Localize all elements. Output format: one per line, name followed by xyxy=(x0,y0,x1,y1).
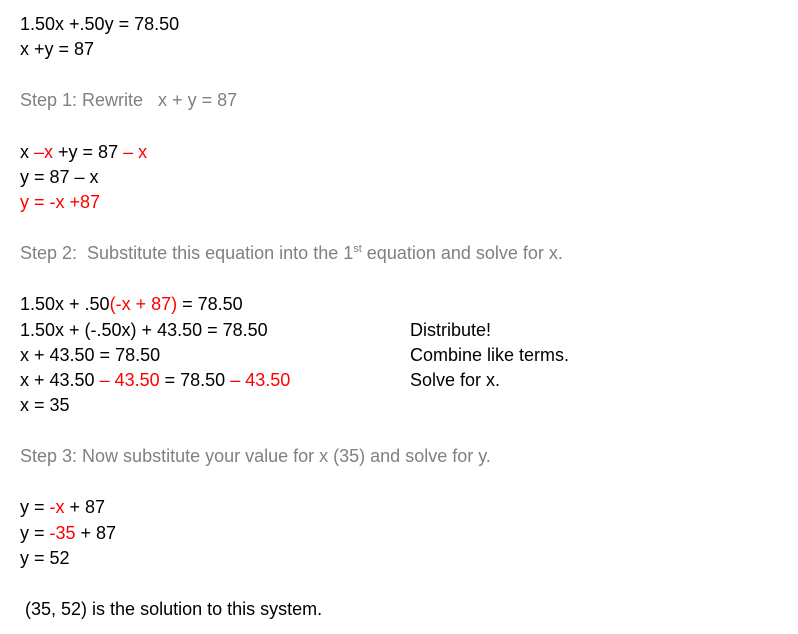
text-segment: + 87 xyxy=(76,523,117,543)
text-segment: + 87 xyxy=(65,497,106,517)
text-segment-red: – 43.50 xyxy=(230,370,290,390)
step-3-line-3: y = 52 xyxy=(20,546,778,571)
spacer xyxy=(20,215,778,241)
spacer xyxy=(20,571,778,597)
superscript: st xyxy=(353,243,362,255)
col-left: 1.50x + (-.50x) + 43.50 = 78.50 xyxy=(20,318,410,343)
spacer xyxy=(20,266,778,292)
equation-1: 1.50x +.50y = 78.50 xyxy=(20,12,778,37)
text-segment: y = xyxy=(20,497,50,517)
col-left: x + 43.50 = 78.50 xyxy=(20,343,410,368)
spacer xyxy=(20,418,778,444)
col-right: Combine like terms. xyxy=(410,343,778,368)
step-2-line-3: x + 43.50 = 78.50 Combine like terms. xyxy=(20,343,778,368)
text-segment-red: – x xyxy=(123,142,147,162)
text-segment-red: – 43.50 xyxy=(100,370,160,390)
step-1-line-3: y = -x +87 xyxy=(20,190,778,215)
text-segment: Step 2: Substitute this equation into th… xyxy=(20,243,353,263)
text-segment: +y = 87 xyxy=(53,142,123,162)
text-segment: y = xyxy=(20,523,50,543)
step-2-line-4: x + 43.50 – 43.50 = 78.50 – 43.50 Solve … xyxy=(20,368,778,393)
step-1-line-2: y = 87 – x xyxy=(20,165,778,190)
step-2-line-5: x = 35 xyxy=(20,393,778,418)
text-segment: 1.50x + .50 xyxy=(20,294,110,314)
text-segment: = 78.50 xyxy=(177,294,243,314)
solution-line: (35, 52) is the solution to this system. xyxy=(20,597,778,622)
step-1-label: Step 1: Rewrite x + y = 87 xyxy=(20,88,778,113)
step-2-line-1: 1.50x + .50(-x + 87) = 78.50 xyxy=(20,292,778,317)
spacer xyxy=(20,114,778,140)
step-1-line-1: x –x +y = 87 – x xyxy=(20,140,778,165)
text-segment-red: –x xyxy=(34,142,53,162)
text-segment: equation and solve for x. xyxy=(362,243,563,263)
spacer xyxy=(20,469,778,495)
col-right: Distribute! xyxy=(410,318,778,343)
spacer xyxy=(20,62,778,88)
text-segment: x xyxy=(20,142,34,162)
text-segment: = 78.50 xyxy=(160,370,231,390)
step-3-label: Step 3: Now substitute your value for x … xyxy=(20,444,778,469)
step-3-line-2: y = -35 + 87 xyxy=(20,521,778,546)
col-left: x + 43.50 – 43.50 = 78.50 – 43.50 xyxy=(20,368,410,393)
step-2-label: Step 2: Substitute this equation into th… xyxy=(20,241,778,266)
step-2-line-2: 1.50x + (-.50x) + 43.50 = 78.50 Distribu… xyxy=(20,318,778,343)
text-segment-red: (-x + 87) xyxy=(110,294,178,314)
text-segment-red: -35 xyxy=(50,523,76,543)
text-segment-red: -x xyxy=(50,497,65,517)
step-3-line-1: y = -x + 87 xyxy=(20,495,778,520)
text-segment: x + 43.50 xyxy=(20,370,100,390)
col-right: Solve for x. xyxy=(410,368,778,393)
equation-2: x +y = 87 xyxy=(20,37,778,62)
